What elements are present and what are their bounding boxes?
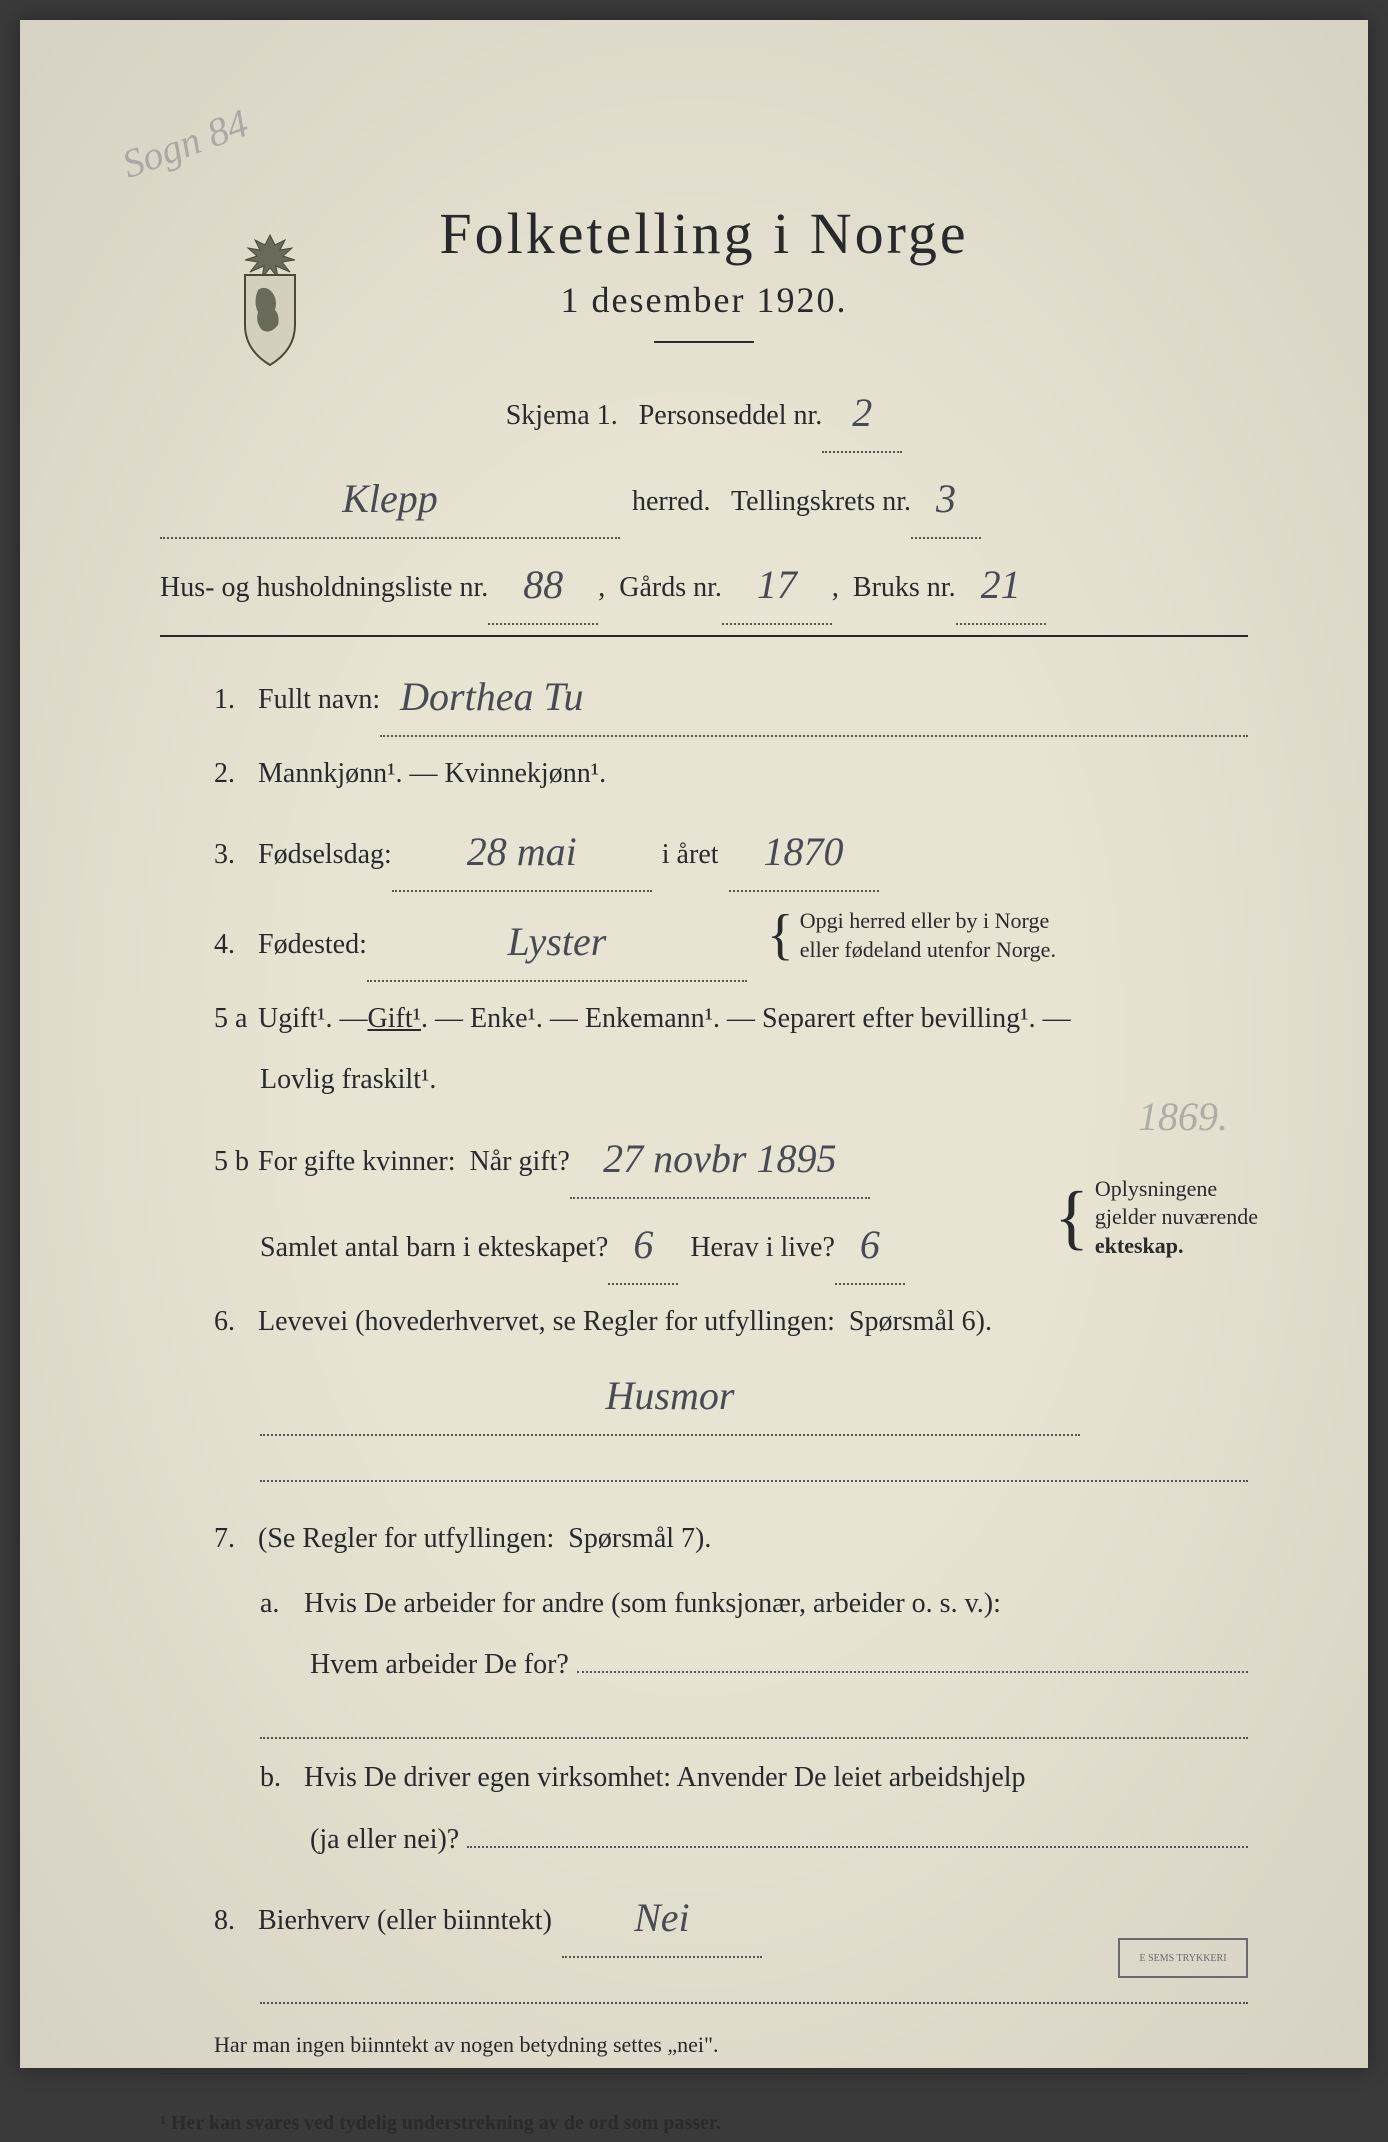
q7b-label: b. <box>260 1751 304 1804</box>
q6-value: Husmor <box>260 1358 1080 1436</box>
footnote-divider <box>160 2073 1248 2074</box>
q7a-text2: Hvem arbeider De for? <box>310 1638 569 1691</box>
husliste-nr: 88 <box>488 547 598 625</box>
blank-line <box>260 1703 1248 1739</box>
q8-num: 8. <box>214 1894 258 1947</box>
q4-note: Opgi herred eller by i Norge eller fødel… <box>800 907 1056 964</box>
q5b-num: 5 b <box>214 1135 258 1188</box>
q5a-text3: Lovlig fraskilt¹. <box>260 1053 436 1106</box>
q3-num: 3. <box>214 828 258 881</box>
skjema-label: Skjema 1. Personseddel nr. <box>506 389 823 442</box>
q5b-note1: Oplysningene <box>1095 1176 1217 1201</box>
q5b-alive: 6 <box>835 1207 905 1285</box>
coat-of-arms-icon <box>220 230 320 370</box>
q3-year-label: i året <box>662 828 719 881</box>
section-divider <box>160 635 1248 637</box>
q3-day: 28 mai <box>392 814 652 892</box>
q5a-text1: Ugift¹. — <box>258 992 368 1045</box>
gards-label: , Gårds nr. <box>598 561 722 614</box>
q5b-note2: gjelder nuværende <box>1095 1204 1258 1229</box>
q4-note1: Opgi herred eller by i Norge <box>800 908 1049 933</box>
top-scribble: Sogn 84 <box>116 99 254 188</box>
q5b-married: 27 novbr 1895 <box>570 1121 870 1199</box>
q4-note2: eller fødeland utenfor Norge. <box>800 937 1056 962</box>
q7a-blank <box>577 1671 1248 1673</box>
q5b-annotation: 1869. <box>1138 1079 1228 1155</box>
q1-value: Dorthea Tu <box>380 659 1248 737</box>
herred-value: Klepp <box>160 461 620 539</box>
herred-label: herred. Tellingskrets nr. <box>632 475 911 528</box>
husliste-label: Hus- og husholdningsliste nr. <box>160 561 488 614</box>
bruks-label: , Bruks nr. <box>832 561 956 614</box>
q3-year: 1870 <box>729 814 879 892</box>
q1-label: Fullt navn: <box>258 673 380 726</box>
form-body: Skjema 1. Personseddel nr. 2 Klepp herre… <box>160 373 1248 2142</box>
q7b-blank <box>467 1846 1248 1848</box>
q7-label: (Se Regler for utfyllingen: Spørsmål 7). <box>258 1512 711 1565</box>
blank-line <box>260 1968 1248 2004</box>
q6-num: 6. <box>214 1295 258 1348</box>
q5b-total: 6 <box>608 1207 678 1285</box>
census-form-page: Sogn 84 Folketelling i Norge 1 desember … <box>20 20 1368 2068</box>
page-subtitle: 1 desember 1920. <box>160 279 1248 321</box>
gards-nr: 17 <box>722 547 832 625</box>
q6-label: Levevei (hovederhvervet, se Regler for u… <box>258 1295 992 1348</box>
q5a-text2: . — Enke¹. — Enkemann¹. — Separert efter… <box>421 992 1071 1045</box>
footer-note: Har man ingen biinntekt av nogen betydni… <box>160 2024 1248 2066</box>
q2-num: 2. <box>214 747 258 800</box>
header-divider <box>654 341 754 343</box>
q8-value: Nei <box>562 1880 762 1958</box>
q8-label: Bierhverv (eller biinntekt) <box>258 1894 552 1947</box>
q5b-sidenote: Oplysningene gjelder nuværende ekteskap. <box>1095 1175 1258 1261</box>
q5b-label2: Samlet antal barn i ekteskapet? <box>260 1221 608 1274</box>
tellingskrets-nr: 3 <box>911 461 981 539</box>
q5b-label1: For gifte kvinner: Når gift? <box>258 1135 570 1188</box>
blank-line <box>260 1446 1248 1482</box>
q1-num: 1. <box>214 673 258 726</box>
q5b-label3: Herav i live? <box>690 1221 835 1274</box>
bruks-nr: 21 <box>956 547 1046 625</box>
brace-icon: { <box>767 913 794 958</box>
q4-label: Fødested: <box>258 918 367 971</box>
printer-stamp: E SEMS TRYKKERI <box>1118 1938 1248 1978</box>
q5a-gift: Gift¹ <box>368 992 422 1045</box>
brace-icon: { <box>1054 1189 1089 1247</box>
q4-value: Lyster <box>367 904 747 982</box>
q7a-label: a. <box>260 1577 304 1630</box>
q7b-text1: Hvis De driver egen virksomhet: Anvender… <box>304 1751 1026 1804</box>
personseddel-nr: 2 <box>822 375 902 453</box>
q3-label: Fødselsdag: <box>258 828 392 881</box>
footnote: ¹ Her kan svares ved tydelig understrekn… <box>160 2104 1248 2142</box>
q4-num: 4. <box>214 918 258 971</box>
form-header: Folketelling i Norge 1 desember 1920. <box>160 200 1248 343</box>
q5a-num: 5 a <box>214 992 258 1045</box>
q7-num: 7. <box>214 1512 258 1565</box>
q2-text: Mannkjønn¹. — Kvinnekjønn¹. <box>258 747 606 800</box>
q5b-note3: ekteskap. <box>1095 1233 1184 1258</box>
q7b-text2: (ja eller nei)? <box>310 1813 459 1866</box>
q7a-text1: Hvis De arbeider for andre (som funksjon… <box>304 1577 1001 1630</box>
page-title: Folketelling i Norge <box>160 200 1248 267</box>
